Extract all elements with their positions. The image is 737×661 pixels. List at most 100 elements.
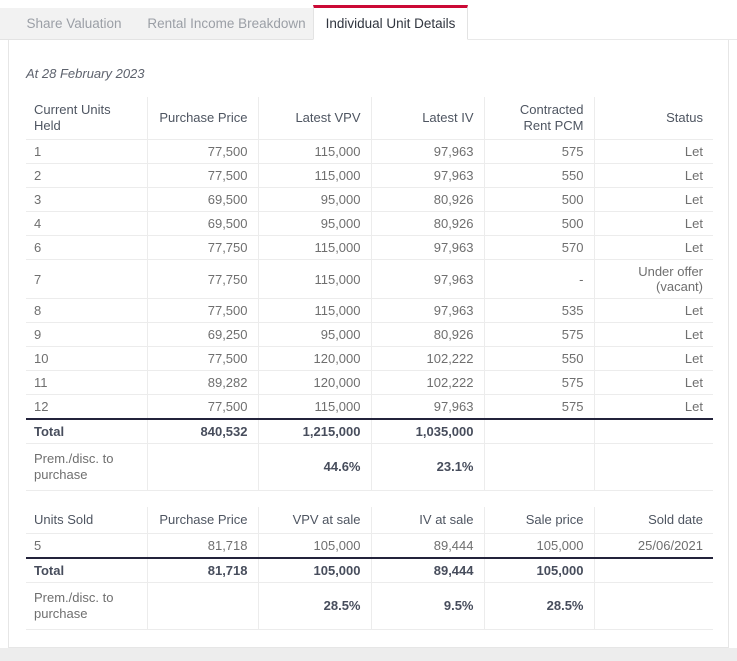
table-row: 3 69,500 95,000 80,926 500 Let	[26, 187, 713, 212]
cell: 102,222	[370, 370, 485, 395]
cell: 3	[26, 187, 148, 212]
cell: 105,000	[257, 533, 372, 559]
cell: Let	[593, 139, 713, 164]
table-row: 9 69,250 95,000 80,926 575 Let	[26, 322, 713, 347]
cell: 44.6%	[257, 443, 372, 491]
cell: Prem./disc. to purchase	[26, 443, 148, 491]
table-row: 7 77,750 115,000 97,963- Under offer (vacant…	[26, 259, 713, 299]
cell: 2	[26, 163, 148, 188]
column-header: Sale price	[483, 507, 595, 534]
column-header: Latest IV	[370, 97, 485, 140]
cell: 9	[26, 322, 148, 347]
cell: 77,750	[146, 235, 259, 260]
column-header: Latest VPV	[257, 97, 372, 140]
cell: 840,532	[146, 418, 259, 444]
cell: 77,500	[146, 139, 259, 164]
cell: 115,000	[257, 394, 372, 420]
cell: 570	[483, 235, 595, 260]
cell: Let	[593, 346, 713, 371]
cell: 5	[26, 533, 148, 559]
cell: 89,282	[146, 370, 259, 395]
tab-individual-unit-details[interactable]: Individual Unit Details	[313, 5, 468, 40]
cell: 77,500	[146, 163, 259, 188]
cell: 77,500	[146, 346, 259, 371]
cell: Total	[26, 557, 148, 583]
cell: 575	[483, 139, 595, 164]
cell: Let	[593, 211, 713, 236]
cell: Let	[593, 187, 713, 212]
tab-share-valuation[interactable]: Share Valuation	[8, 8, 140, 40]
cell: Let	[593, 163, 713, 188]
cell: 97,963	[370, 235, 485, 260]
column-header: VPV at sale	[257, 507, 372, 534]
cell: 81,718	[146, 533, 259, 559]
cell: 535	[483, 298, 595, 323]
cell: 500	[483, 187, 595, 212]
cell: 550	[483, 163, 595, 188]
cell: 77,500	[146, 298, 259, 323]
cell	[146, 443, 259, 491]
cell: 25/06/2021	[593, 533, 713, 559]
cell: 77,500	[146, 394, 259, 420]
column-header: Purchase Price	[146, 507, 259, 534]
cell: 69,250	[146, 322, 259, 347]
cell	[593, 557, 713, 583]
cell: 23.1%	[370, 443, 485, 491]
units-sold-table: Units Sold Purchase Price VPV at sale IV at…	[26, 507, 713, 630]
cell: 7	[26, 259, 148, 299]
cell: 12	[26, 394, 148, 420]
cell: Let	[593, 370, 713, 395]
cell: 120,000	[257, 346, 372, 371]
header-row: Current Units Held Purchase Price Latest V…	[26, 97, 713, 140]
total-row: Total 81,718 105,000 89,444 105,000	[26, 557, 713, 583]
cell: Let	[593, 394, 713, 420]
tab-rental-income-breakdown[interactable]: Rental Income Breakdown	[140, 8, 313, 40]
cell: 1,215,000	[257, 418, 372, 444]
cell: 97,963	[370, 298, 485, 323]
cell: 80,926	[370, 211, 485, 236]
table-row: 10 77,500 120,000 102,222 550 Let	[26, 346, 713, 371]
cell: -	[483, 259, 595, 299]
cell: 69,500	[146, 211, 259, 236]
table-row: 4 69,500 95,000 80,926 500 Let	[26, 211, 713, 236]
premium-discount-row: Prem./disc. to purchase 28.5% 9.5% 28.5%	[26, 582, 713, 630]
cell: 115,000	[257, 139, 372, 164]
cell: Let	[593, 298, 713, 323]
column-header: Purchase Price	[146, 97, 259, 140]
cell: 28.5%	[483, 582, 595, 630]
tab-bar: Share Valuation Rental Income Breakdown …	[0, 0, 737, 40]
cell: 105,000	[483, 557, 595, 583]
cell: 105,000	[257, 557, 372, 583]
cell: 89,444	[370, 557, 485, 583]
cell: 1	[26, 139, 148, 164]
cell: 10	[26, 346, 148, 371]
cell: 115,000	[257, 259, 372, 299]
cell: 81,718	[146, 557, 259, 583]
table-row: 2 77,500 115,000 97,963 550 Let	[26, 163, 713, 188]
tab-bar-lead-spacer	[0, 8, 8, 40]
cell	[146, 582, 259, 630]
cell	[593, 443, 713, 491]
individual-unit-details-panel: At 28 February 2023 Current Units Held Pu…	[8, 40, 729, 648]
as-of-date-label: At 28 February 2023	[26, 66, 145, 81]
cell: 6	[26, 235, 148, 260]
column-header: IV at sale	[370, 507, 485, 534]
table-row: 8 77,500 115,000 97,963 535 Let	[26, 298, 713, 323]
cell: 575	[483, 394, 595, 420]
cell: 28.5%	[257, 582, 372, 630]
cell: 9.5%	[370, 582, 485, 630]
column-header: Contracted Rent PCM	[483, 97, 595, 140]
cell: 89,444	[370, 533, 485, 559]
current-units-held-table: Current Units Held Purchase Price Latest V…	[26, 97, 713, 491]
cell: 102,222	[370, 346, 485, 371]
cell: 97,963	[370, 163, 485, 188]
cell: 115,000	[257, 235, 372, 260]
header-row: Units Sold Purchase Price VPV at sale IV at…	[26, 507, 713, 534]
column-header: Units Sold	[26, 507, 148, 534]
cell: 77,750	[146, 259, 259, 299]
total-row: Total 840,532 1,215,000 1,035,000	[26, 418, 713, 444]
premium-discount-row: Prem./disc. to purchase 44.6% 23.1%	[26, 443, 713, 491]
cell: Prem./disc. to purchase	[26, 582, 148, 630]
cell: 500	[483, 211, 595, 236]
cell: Under offer (vacant)	[593, 259, 713, 299]
